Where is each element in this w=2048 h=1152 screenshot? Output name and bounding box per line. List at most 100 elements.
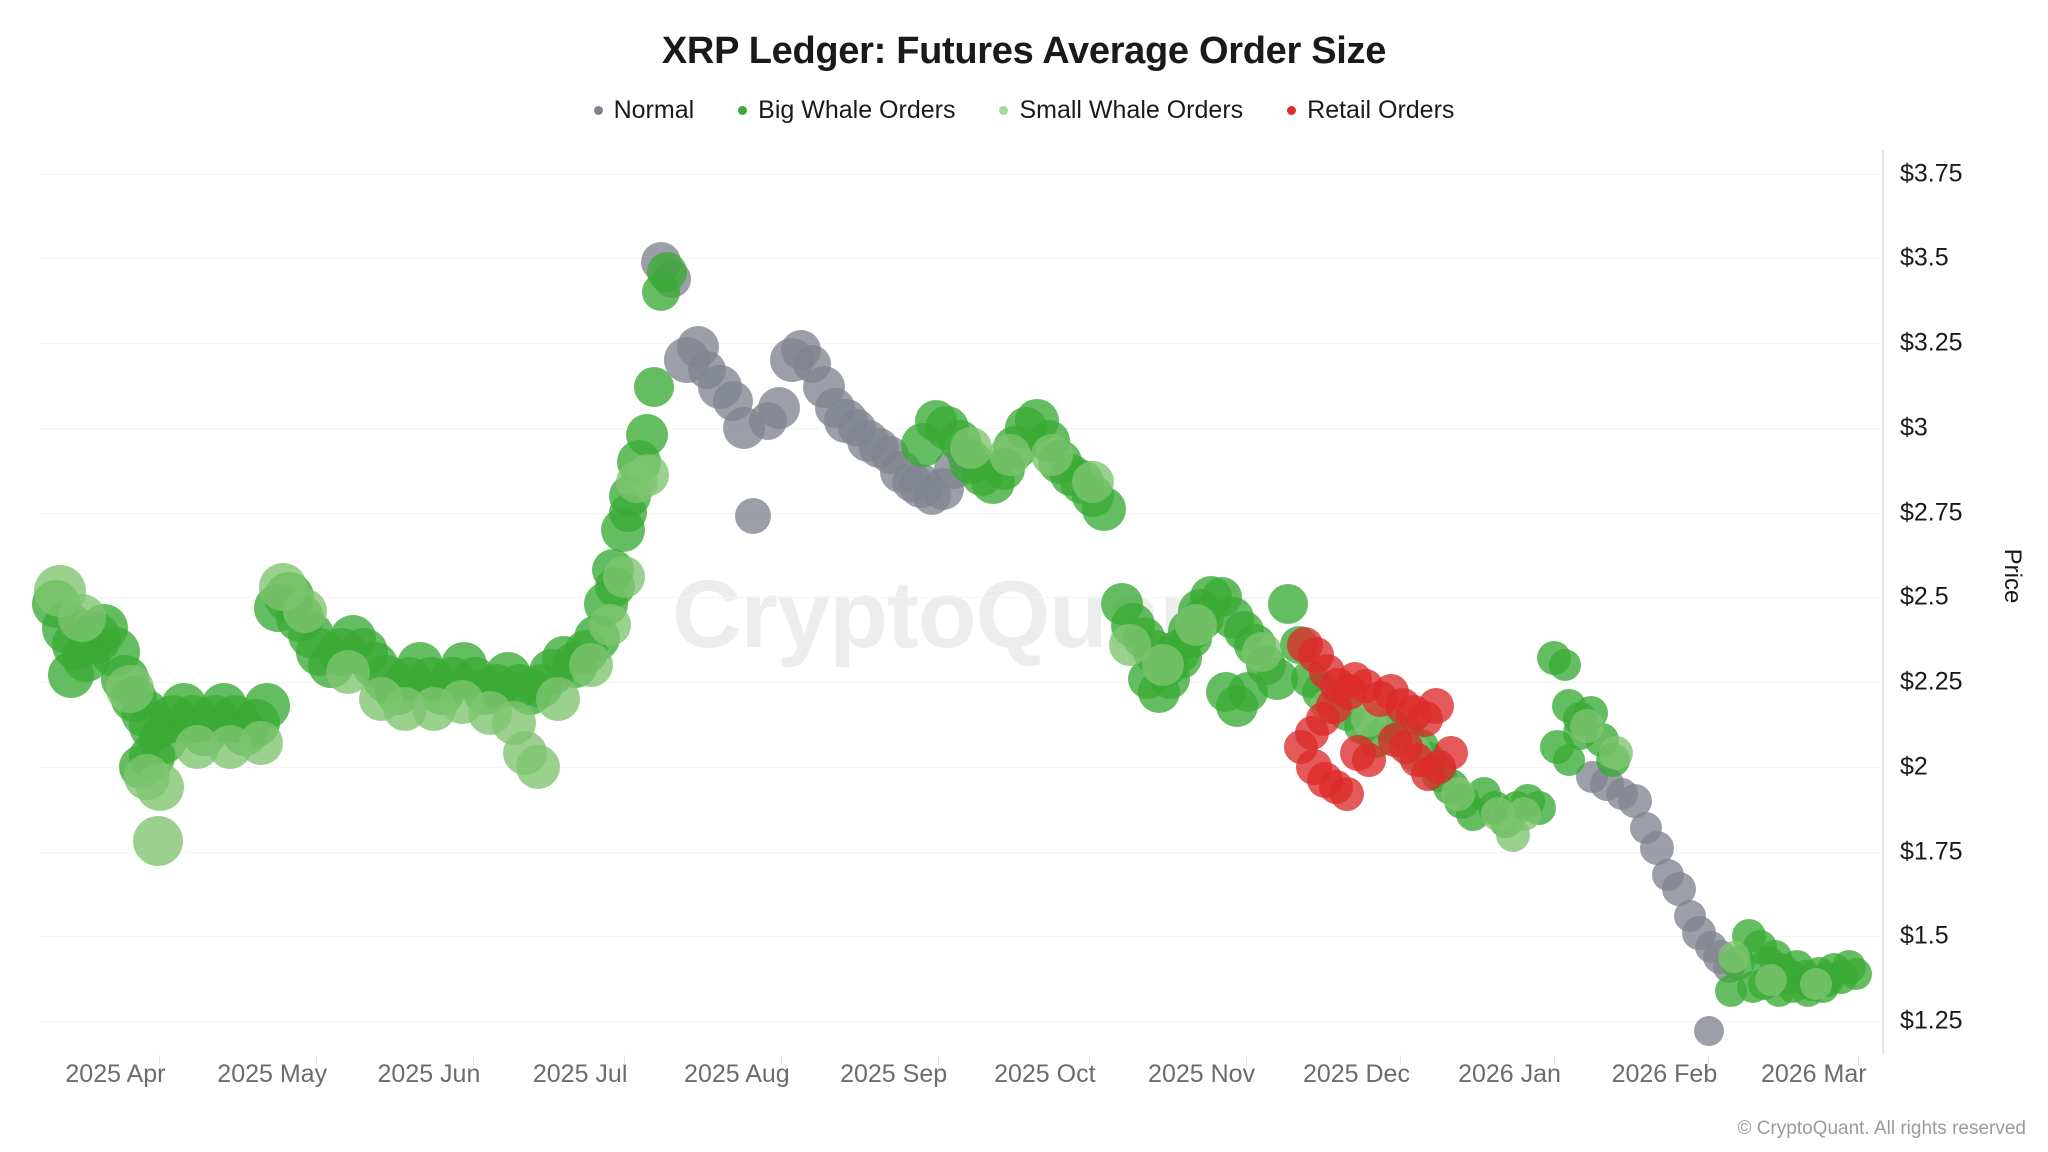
y-axis-tick-label: $3 (1900, 413, 1928, 442)
copyright-footer: © CryptoQuant. All rights reserved (1737, 1118, 2026, 1139)
scatter-point[interactable] (1569, 709, 1604, 744)
legend-label: Big Whale Orders (758, 96, 956, 124)
legend-marker-big_whale-icon (738, 106, 748, 115)
x-axis-tick-mark (1553, 1055, 1555, 1065)
scatter-point[interactable] (1548, 649, 1581, 682)
x-axis-labels: 2025 Apr 2025 May 2025 Jun 2025 Jul 2025 Aug… (0, 1060, 2048, 1100)
scatter-point[interactable] (646, 252, 687, 293)
x-axis-tick-mark (780, 1055, 782, 1065)
y-axis-tick-label: $2.5 (1900, 582, 1949, 611)
y-axis-tick-label: $2.25 (1900, 667, 1963, 696)
scatter-point[interactable] (735, 498, 772, 535)
x-axis-tick-mark (472, 1055, 474, 1065)
scatter-point[interactable] (988, 434, 1031, 477)
plot-right-axis-line (1882, 150, 1884, 1055)
scatter-point[interactable] (1175, 603, 1218, 646)
x-axis-tick-label: 2025 Jul (532, 1060, 628, 1088)
scatter-point[interactable] (515, 744, 560, 789)
scatter-point[interactable] (950, 427, 993, 470)
scatter-point[interactable] (1693, 1016, 1724, 1047)
scatter-point[interactable] (1071, 461, 1114, 504)
scatter-point[interactable] (283, 588, 328, 633)
gridline (38, 766, 1882, 768)
scatter-point[interactable] (1330, 777, 1365, 811)
scatter-point[interactable] (627, 454, 670, 497)
x-axis-tick-label: 2025 Sep (840, 1060, 948, 1088)
legend-label: Normal (613, 96, 695, 124)
scatter-point[interactable] (1417, 687, 1454, 724)
y-axis-tick-label: $1.75 (1900, 837, 1963, 866)
x-axis-tick-label: 2026 Jan (1458, 1060, 1561, 1088)
gridline (38, 597, 1882, 599)
scatter-point[interactable] (1433, 736, 1468, 771)
scatter-point[interactable] (1507, 797, 1542, 832)
scatter-point[interactable] (1599, 736, 1634, 771)
scatter-point[interactable] (1799, 967, 1832, 1000)
x-axis-tick-mark (159, 1055, 161, 1065)
scatter-point[interactable] (1755, 964, 1788, 997)
x-axis-tick-label: 2026 Feb (1611, 1060, 1718, 1088)
x-axis-tick-label: 2025 Nov (1148, 1060, 1256, 1088)
legend-marker-small_whale-icon (999, 106, 1009, 115)
y-axis-title: Price (1999, 548, 2026, 604)
y-axis-tick-label: $1.5 (1900, 921, 1949, 950)
gridline (38, 258, 1882, 260)
scatter-point[interactable] (1840, 957, 1873, 990)
y-axis-tick-label: $3.75 (1900, 159, 1963, 188)
gridline (38, 936, 1882, 938)
y-axis-tick-label: $2.75 (1900, 498, 1963, 527)
gridline (38, 173, 1882, 175)
x-axis-tick-mark (1708, 1055, 1710, 1065)
scatter-plot-area[interactable] (32, 150, 1882, 1055)
scatter-point[interactable] (1227, 672, 1268, 713)
scatter-point[interactable] (135, 763, 184, 812)
x-axis-tick-label: 2025 Jun (377, 1060, 481, 1088)
x-axis-tick-label: 2026 Mar (1760, 1060, 1867, 1088)
gridline (38, 512, 1882, 514)
y-axis-tick-label: $3.5 (1900, 243, 1949, 272)
x-axis-tick-label: 2025 Oct (994, 1060, 1096, 1088)
scatter-point[interactable] (58, 593, 107, 642)
scatter-point[interactable] (1268, 584, 1309, 625)
scatter-point[interactable] (106, 664, 155, 713)
legend-item-retail[interactable]: Retail Orders (1287, 96, 1454, 125)
x-axis-tick-mark (1245, 1055, 1247, 1065)
legend-marker-retail-icon (1287, 106, 1297, 115)
scatter-point[interactable] (1440, 777, 1475, 811)
legend-marker-normal-icon (593, 106, 603, 115)
x-axis-tick-mark (316, 1055, 318, 1065)
scatter-point[interactable] (1141, 644, 1184, 687)
scatter-point[interactable] (758, 386, 801, 429)
scatter-point[interactable] (1718, 940, 1751, 973)
legend-item-big_whale[interactable]: Big Whale Orders (738, 96, 955, 125)
scatter-point[interactable] (633, 367, 674, 408)
scatter-point[interactable] (132, 816, 183, 867)
scatter-point[interactable] (1714, 974, 1747, 1007)
gridline (38, 682, 1882, 684)
scatter-point[interactable] (569, 643, 614, 688)
gridline (38, 343, 1882, 345)
x-axis-tick-label: 2025 Aug (684, 1060, 790, 1088)
scatter-point[interactable] (588, 603, 631, 646)
scatter-point[interactable] (239, 721, 284, 766)
legend-item-small_whale[interactable]: Small Whale Orders (999, 96, 1243, 125)
legend-label: Small Whale Orders (1019, 96, 1244, 124)
x-axis-tick-mark (1400, 1055, 1402, 1065)
chart-legend: Normal Big Whale Orders Small Whale Orders… (0, 96, 2048, 125)
x-axis-tick-label: 2025 Dec (1302, 1060, 1410, 1088)
scatter-point[interactable] (1242, 631, 1283, 672)
gridline (38, 1021, 1882, 1023)
scatter-point[interactable] (536, 677, 580, 722)
scatter-point[interactable] (1031, 434, 1074, 477)
scatter-point[interactable] (1348, 668, 1383, 703)
y-axis-tick-label: $2 (1900, 752, 1928, 781)
legend-item-normal[interactable]: Normal (593, 96, 695, 125)
legend-label: Retail Orders (1307, 96, 1455, 124)
x-axis-tick-mark (624, 1055, 626, 1065)
x-axis-tick-mark (1857, 1055, 1859, 1065)
y-axis-labels: $3.75 $3.5 $3.25 $3 $2.75 $2.5 $2.25 $2 $1.75 $1.… (1900, 150, 2040, 1055)
scatter-point[interactable] (625, 413, 668, 456)
x-axis-tick-mark (937, 1055, 939, 1065)
scatter-point[interactable] (603, 556, 646, 599)
